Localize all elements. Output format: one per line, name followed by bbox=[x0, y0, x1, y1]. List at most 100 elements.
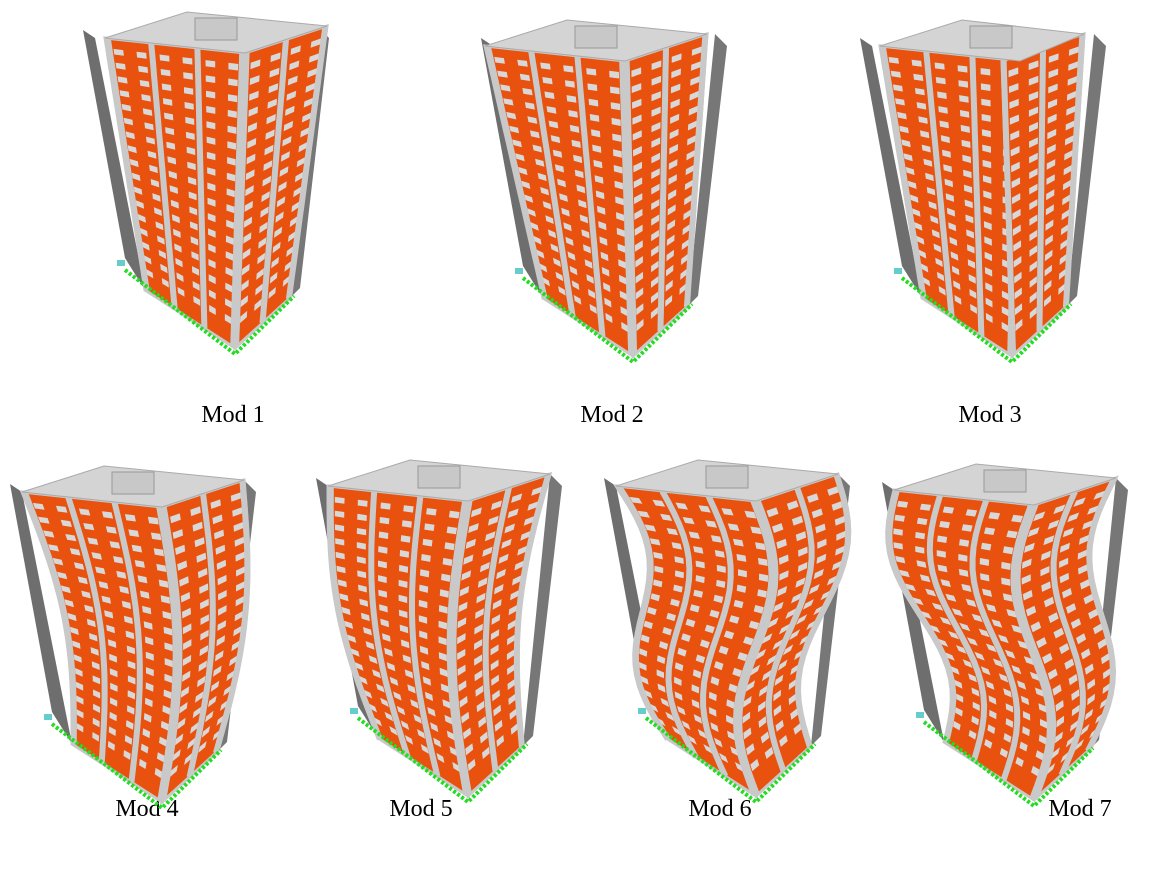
window bbox=[670, 83, 681, 94]
window bbox=[205, 710, 214, 723]
window bbox=[710, 535, 722, 543]
back-wall bbox=[10, 484, 72, 744]
window bbox=[254, 298, 262, 311]
window bbox=[373, 717, 382, 727]
column bbox=[259, 39, 289, 324]
window bbox=[748, 620, 760, 630]
column bbox=[969, 498, 1021, 782]
caption: Mod 7 bbox=[1048, 796, 1111, 822]
window bbox=[988, 695, 997, 705]
window bbox=[710, 722, 719, 733]
window bbox=[963, 184, 973, 194]
window bbox=[920, 610, 932, 620]
window bbox=[150, 179, 160, 188]
window bbox=[998, 634, 1009, 644]
window bbox=[1011, 161, 1020, 173]
window bbox=[106, 624, 115, 634]
window bbox=[1011, 514, 1024, 523]
window bbox=[611, 117, 621, 126]
column bbox=[700, 494, 734, 778]
window bbox=[1093, 490, 1106, 500]
window bbox=[1093, 623, 1103, 635]
window bbox=[507, 678, 516, 690]
window bbox=[201, 725, 211, 738]
window bbox=[826, 575, 838, 586]
window bbox=[576, 184, 586, 194]
window bbox=[569, 124, 580, 133]
window bbox=[285, 105, 295, 116]
window bbox=[954, 679, 963, 689]
window bbox=[755, 542, 766, 551]
window bbox=[127, 675, 136, 685]
window bbox=[1070, 618, 1082, 629]
window bbox=[189, 206, 198, 216]
window bbox=[160, 69, 171, 77]
window bbox=[247, 122, 258, 133]
window bbox=[275, 211, 284, 223]
window bbox=[271, 256, 279, 269]
window bbox=[136, 51, 147, 59]
window bbox=[490, 659, 499, 671]
window bbox=[139, 227, 148, 237]
window bbox=[950, 251, 959, 261]
window bbox=[124, 735, 133, 745]
window bbox=[171, 214, 180, 224]
window bbox=[558, 286, 566, 296]
window bbox=[226, 219, 234, 229]
column bbox=[657, 47, 669, 332]
window bbox=[796, 614, 808, 625]
window bbox=[1040, 718, 1048, 729]
window bbox=[928, 201, 937, 210]
window bbox=[688, 531, 700, 539]
window bbox=[234, 610, 244, 622]
window bbox=[729, 615, 740, 624]
window bbox=[773, 601, 784, 613]
window bbox=[140, 590, 150, 599]
window bbox=[504, 523, 515, 534]
window bbox=[969, 289, 977, 299]
window bbox=[268, 287, 276, 299]
window bbox=[965, 598, 977, 608]
window bbox=[980, 573, 990, 582]
window bbox=[206, 136, 216, 145]
window bbox=[894, 514, 905, 522]
window bbox=[736, 554, 747, 562]
window bbox=[632, 114, 642, 125]
window bbox=[126, 720, 134, 730]
window bbox=[1015, 756, 1024, 767]
window bbox=[511, 493, 523, 503]
window bbox=[691, 684, 700, 694]
window bbox=[951, 265, 960, 276]
supports bbox=[50, 722, 223, 811]
window bbox=[177, 287, 185, 297]
window bbox=[210, 680, 220, 692]
column bbox=[619, 60, 635, 355]
axis-marker bbox=[515, 268, 523, 274]
window bbox=[978, 628, 990, 638]
window bbox=[157, 235, 165, 245]
window bbox=[458, 601, 468, 613]
window bbox=[160, 263, 168, 274]
window bbox=[508, 693, 516, 705]
window bbox=[1046, 174, 1055, 185]
window bbox=[57, 571, 68, 580]
window bbox=[791, 592, 802, 604]
window bbox=[1029, 245, 1038, 257]
window bbox=[175, 544, 186, 555]
window bbox=[187, 176, 197, 186]
window bbox=[610, 102, 621, 111]
window bbox=[257, 252, 266, 265]
window bbox=[487, 515, 499, 526]
window bbox=[635, 271, 644, 284]
window bbox=[73, 654, 82, 663]
window bbox=[937, 638, 949, 647]
window bbox=[108, 726, 116, 736]
window bbox=[571, 280, 580, 290]
window bbox=[958, 568, 969, 577]
window bbox=[459, 696, 468, 708]
column bbox=[156, 506, 179, 802]
window bbox=[959, 95, 969, 103]
window bbox=[1021, 574, 1031, 585]
window bbox=[398, 579, 408, 588]
